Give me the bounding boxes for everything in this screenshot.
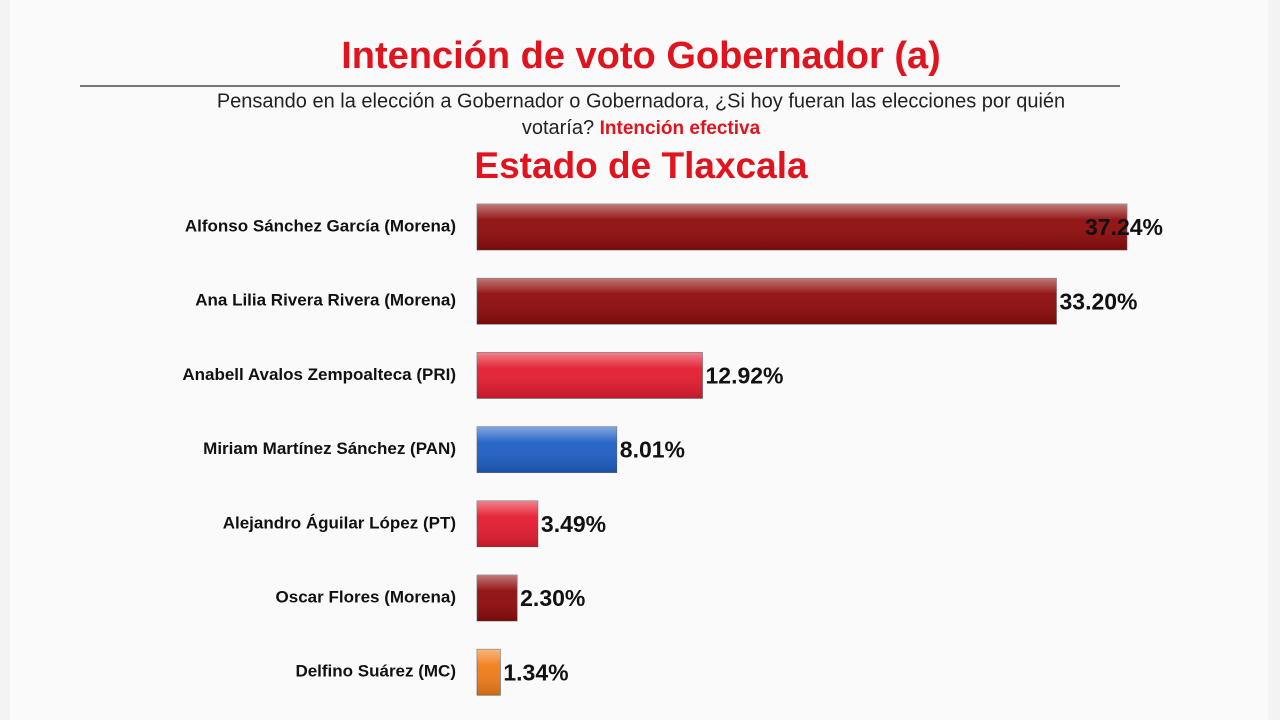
- category-label: Delfino Suárez (MC): [295, 662, 456, 681]
- value-label: 8.01%: [620, 437, 685, 463]
- bar-shine: [477, 204, 1127, 250]
- subtitle-highlight: Intención efectiva: [600, 118, 761, 139]
- value-label: 2.30%: [520, 585, 585, 611]
- bar-shine: [477, 352, 703, 399]
- bar-shine: [477, 500, 538, 547]
- category-label: Alejandro Águilar López (PT): [223, 513, 456, 532]
- bar-shine: [477, 649, 501, 696]
- region-title: Estado de Tlaxcala: [474, 145, 808, 186]
- value-label: 12.92%: [706, 362, 784, 388]
- value-label: 1.34%: [503, 659, 568, 685]
- category-label: Alfonso Sánchez García (Morena): [185, 216, 456, 235]
- value-label: 33.20%: [1059, 288, 1137, 314]
- bar-shine: [477, 575, 518, 621]
- category-label: Ana Lilia Rivera Rivera (Morena): [195, 291, 456, 310]
- value-label: 37.24%: [1085, 214, 1163, 240]
- subtitle-line2: votaría?: [522, 117, 594, 139]
- category-label: Anabell Avalos Zempoalteca (PRI): [182, 365, 456, 384]
- bar-shine: [477, 426, 617, 473]
- category-label: Oscar Flores (Morena): [276, 587, 456, 606]
- chart-title: Intención de voto Gobernador (a): [341, 35, 941, 77]
- category-label: Miriam Martínez Sánchez (PAN): [203, 439, 456, 458]
- subtitle: Pensando en la elección a Gobernador o G…: [217, 90, 1065, 112]
- subtitle-line: votaría? Intención efectiva: [522, 117, 761, 139]
- bar-shine: [477, 278, 1057, 325]
- value-label: 3.49%: [541, 511, 606, 537]
